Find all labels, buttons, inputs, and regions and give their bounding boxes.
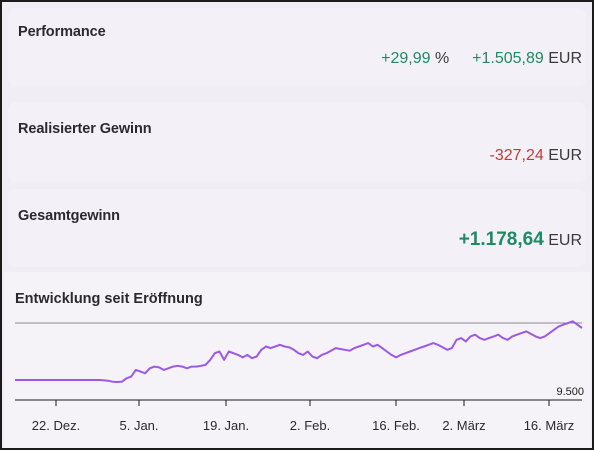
development-chart[interactable]: Entwicklung seit Eröffnung 9.500 22. Dez.… <box>4 272 590 448</box>
performance-amount: +1.505,89 <box>472 50 544 67</box>
realized-gain-unit: EUR <box>548 147 582 164</box>
realized-gain-amount: -327,24 <box>489 147 544 164</box>
performance-title: Performance <box>18 24 106 40</box>
y-tick-label: 9.500 <box>556 386 584 398</box>
total-gain-values: +1.178,64 EUR <box>459 229 582 251</box>
realized-gain-card: Realisierter Gewinn -327,24 EUR <box>8 102 586 182</box>
total-gain-unit: EUR <box>548 232 582 249</box>
series-line <box>15 320 583 383</box>
chart-title: Entwicklung seit Eröffnung <box>15 291 203 307</box>
performance-percent-unit: % <box>435 50 450 67</box>
x-tick-label: 16. Feb. <box>372 418 420 433</box>
performance-card: Performance +29,99 % +1.505,89 EUR <box>8 8 586 86</box>
performance-percent: +29,99 <box>381 50 431 67</box>
total-gain-card: Gesamtgewinn +1.178,64 EUR <box>8 189 586 267</box>
x-tick-label: 19. Jan. <box>203 418 249 433</box>
x-tick-label: 2. Feb. <box>290 418 330 433</box>
total-gain-title: Gesamtgewinn <box>18 208 120 224</box>
total-gain-amount: +1.178,64 <box>458 229 544 250</box>
performance-values: +29,99 % +1.505,89 EUR <box>381 50 582 68</box>
chart-plot[interactable]: 9.500 22. Dez. 5. Jan. 19. Jan. 2. Feb. 16. F… <box>4 272 590 448</box>
x-tick-label: 2. März <box>442 418 485 433</box>
performance-amount-unit: EUR <box>548 50 582 67</box>
realized-gain-title: Realisierter Gewinn <box>18 121 152 137</box>
realized-gain-values: -327,24 EUR <box>490 147 583 165</box>
x-tick-label: 22. Dez. <box>32 418 80 433</box>
x-tick-label: 16. März <box>524 418 575 433</box>
x-tick-label: 5. Jan. <box>119 418 158 433</box>
